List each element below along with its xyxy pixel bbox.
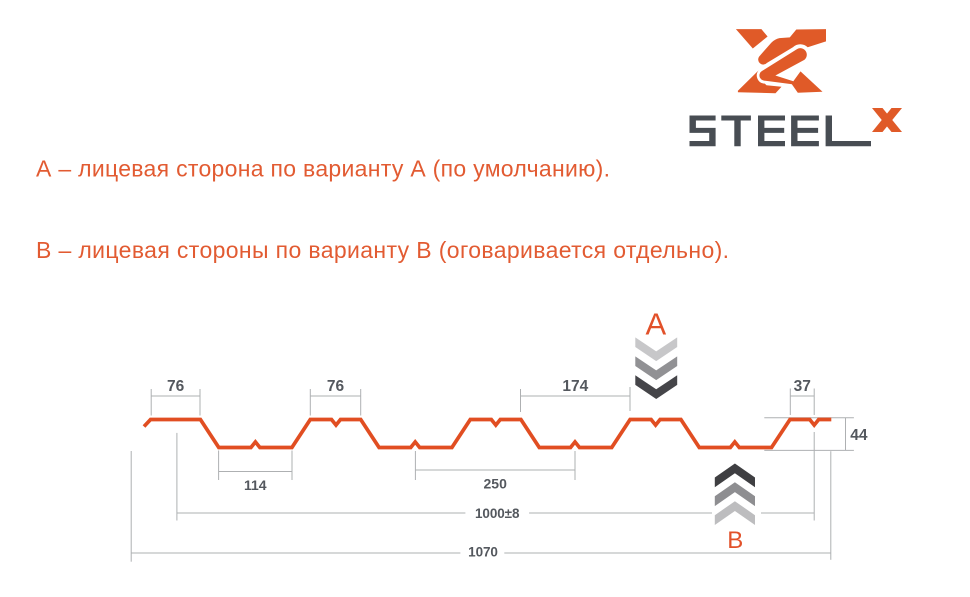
svg-text:В: В xyxy=(727,527,743,554)
svg-text:76: 76 xyxy=(327,378,345,395)
svg-text:37: 37 xyxy=(794,378,811,395)
svg-text:44: 44 xyxy=(850,427,868,444)
svg-text:250: 250 xyxy=(484,476,508,492)
svg-text:1000±8: 1000±8 xyxy=(475,506,520,521)
svg-text:1070: 1070 xyxy=(468,545,498,560)
svg-text:А – лицевая сторона по вариант: А – лицевая сторона по варианту А (по ум… xyxy=(36,156,610,182)
svg-text:174: 174 xyxy=(562,378,588,395)
svg-text:А: А xyxy=(645,307,666,342)
svg-text:76: 76 xyxy=(167,378,185,395)
svg-text:114: 114 xyxy=(244,477,267,493)
svg-text:В – лицевая стороны по вариант: В – лицевая стороны по варианту В (огова… xyxy=(36,237,729,263)
